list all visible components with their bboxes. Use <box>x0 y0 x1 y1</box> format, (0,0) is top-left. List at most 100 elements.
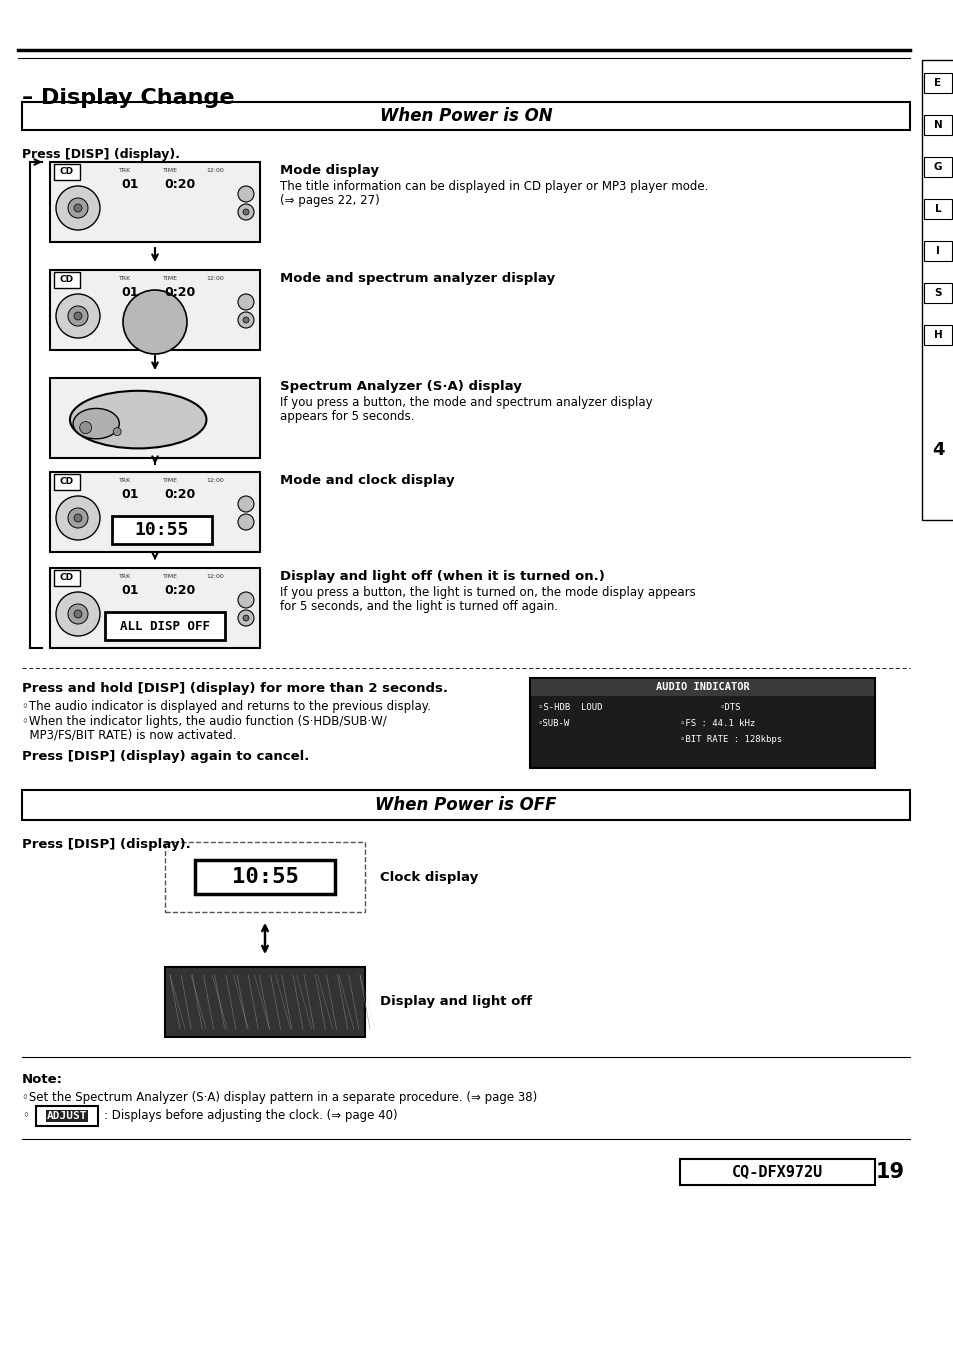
Text: 0:20: 0:20 <box>164 286 195 299</box>
Bar <box>22 790 909 820</box>
Circle shape <box>56 294 100 338</box>
Circle shape <box>237 204 253 220</box>
Text: TIME: TIME <box>162 574 177 580</box>
Text: CD: CD <box>60 168 74 176</box>
Text: The title information can be displayed in CD player or MP3 player mode.: The title information can be displayed i… <box>280 180 708 193</box>
Circle shape <box>74 204 82 212</box>
Bar <box>105 612 225 640</box>
Text: 12:00: 12:00 <box>206 478 224 483</box>
Text: ADJUST: ADJUST <box>47 1111 87 1121</box>
Text: TIME: TIME <box>162 478 177 483</box>
Text: ◦FS : 44.1 kHz: ◦FS : 44.1 kHz <box>679 719 755 729</box>
Text: Press and hold [DISP] (display) for more than 2 seconds.: Press and hold [DISP] (display) for more… <box>22 682 448 694</box>
Bar <box>22 103 909 130</box>
Ellipse shape <box>73 409 119 439</box>
Bar <box>54 272 80 288</box>
Text: Spectrum Analyzer (S·A) display: Spectrum Analyzer (S·A) display <box>280 380 521 392</box>
Text: 12:00: 12:00 <box>206 574 224 580</box>
Text: 0:20: 0:20 <box>164 584 195 597</box>
Bar <box>36 1106 98 1126</box>
Text: ALL DISP OFF: ALL DISP OFF <box>120 619 210 633</box>
Text: TRK: TRK <box>119 478 131 483</box>
Bar <box>112 515 212 544</box>
Circle shape <box>123 290 187 354</box>
Circle shape <box>74 514 82 522</box>
Text: Mode and clock display: Mode and clock display <box>280 474 455 487</box>
Bar <box>194 860 335 894</box>
Text: – Display Change: – Display Change <box>22 87 234 108</box>
Circle shape <box>74 312 82 320</box>
Circle shape <box>237 592 253 608</box>
Bar <box>50 569 260 648</box>
Text: L: L <box>934 204 941 215</box>
Circle shape <box>113 428 121 436</box>
Circle shape <box>237 312 253 328</box>
Text: Press [DISP] (display).: Press [DISP] (display). <box>22 148 180 161</box>
Text: G: G <box>933 163 942 172</box>
Text: Press [DISP] (display) again to cancel.: Press [DISP] (display) again to cancel. <box>22 750 309 763</box>
Circle shape <box>237 186 253 202</box>
Bar <box>54 570 80 586</box>
Text: E: E <box>933 78 941 87</box>
Circle shape <box>243 209 249 215</box>
Text: 19: 19 <box>875 1162 904 1182</box>
Circle shape <box>68 604 88 623</box>
Circle shape <box>68 509 88 528</box>
Bar <box>530 678 874 768</box>
Bar <box>50 271 260 350</box>
Text: ◦S-HDB  LOUD: ◦S-HDB LOUD <box>537 704 602 712</box>
Text: When Power is OFF: When Power is OFF <box>375 796 557 813</box>
Text: Mode and spectrum analyzer display: Mode and spectrum analyzer display <box>280 272 555 284</box>
Bar <box>165 842 365 912</box>
Text: Note:: Note: <box>22 1073 63 1085</box>
Text: TRK: TRK <box>119 574 131 580</box>
Text: If you press a button, the light is turned on, the mode display appears: If you press a button, the light is turn… <box>280 586 695 599</box>
Text: TRK: TRK <box>119 168 131 174</box>
Bar <box>923 157 951 176</box>
Text: Display and light off: Display and light off <box>379 995 532 1009</box>
Text: ◦SUB-W: ◦SUB-W <box>537 719 570 729</box>
Text: S: S <box>933 288 941 298</box>
Text: 0:20: 0:20 <box>164 178 195 191</box>
Bar <box>923 241 951 261</box>
Circle shape <box>56 186 100 230</box>
Text: CD: CD <box>60 276 74 284</box>
Text: N: N <box>933 120 942 130</box>
Bar <box>923 283 951 303</box>
Text: ◦DTS: ◦DTS <box>720 704 740 712</box>
Bar <box>923 325 951 344</box>
Bar <box>923 115 951 135</box>
Text: 0:20: 0:20 <box>164 488 195 500</box>
Circle shape <box>56 496 100 540</box>
Circle shape <box>237 514 253 530</box>
Text: : Displays before adjusting the clock. (⇒ page 40): : Displays before adjusting the clock. (… <box>104 1109 397 1122</box>
Text: appears for 5 seconds.: appears for 5 seconds. <box>280 410 414 422</box>
Bar <box>165 966 365 1038</box>
Text: ◦When the indicator lights, the audio function (S·HDB/SUB·W/: ◦When the indicator lights, the audio fu… <box>22 715 386 729</box>
Text: 01: 01 <box>121 488 138 500</box>
Text: TIME: TIME <box>162 168 177 174</box>
Bar <box>50 472 260 552</box>
Text: I: I <box>935 246 939 256</box>
Circle shape <box>243 615 249 621</box>
Text: If you press a button, the mode and spectrum analyzer display: If you press a button, the mode and spec… <box>280 396 652 409</box>
Text: ◦The audio indicator is displayed and returns to the previous display.: ◦The audio indicator is displayed and re… <box>22 700 431 714</box>
Text: AUDIO INDICATOR: AUDIO INDICATOR <box>655 682 749 692</box>
Text: 12:00: 12:00 <box>206 168 224 174</box>
Circle shape <box>237 496 253 513</box>
Text: ◦BIT RATE : 128kbps: ◦BIT RATE : 128kbps <box>679 735 781 745</box>
Bar <box>54 474 80 489</box>
Circle shape <box>237 610 253 626</box>
Bar <box>50 163 260 242</box>
Text: Clock display: Clock display <box>379 871 477 883</box>
Text: Display and light off (when it is turned on.): Display and light off (when it is turned… <box>280 570 604 582</box>
Circle shape <box>74 610 82 618</box>
Text: CQ-DFX972U: CQ-DFX972U <box>731 1165 822 1180</box>
Text: 01: 01 <box>121 178 138 191</box>
Text: When Power is ON: When Power is ON <box>379 107 552 124</box>
Text: H: H <box>933 329 942 340</box>
Text: ADJUST: ADJUST <box>47 1111 87 1121</box>
Bar <box>923 72 951 93</box>
Circle shape <box>68 198 88 217</box>
Text: 01: 01 <box>121 584 138 597</box>
